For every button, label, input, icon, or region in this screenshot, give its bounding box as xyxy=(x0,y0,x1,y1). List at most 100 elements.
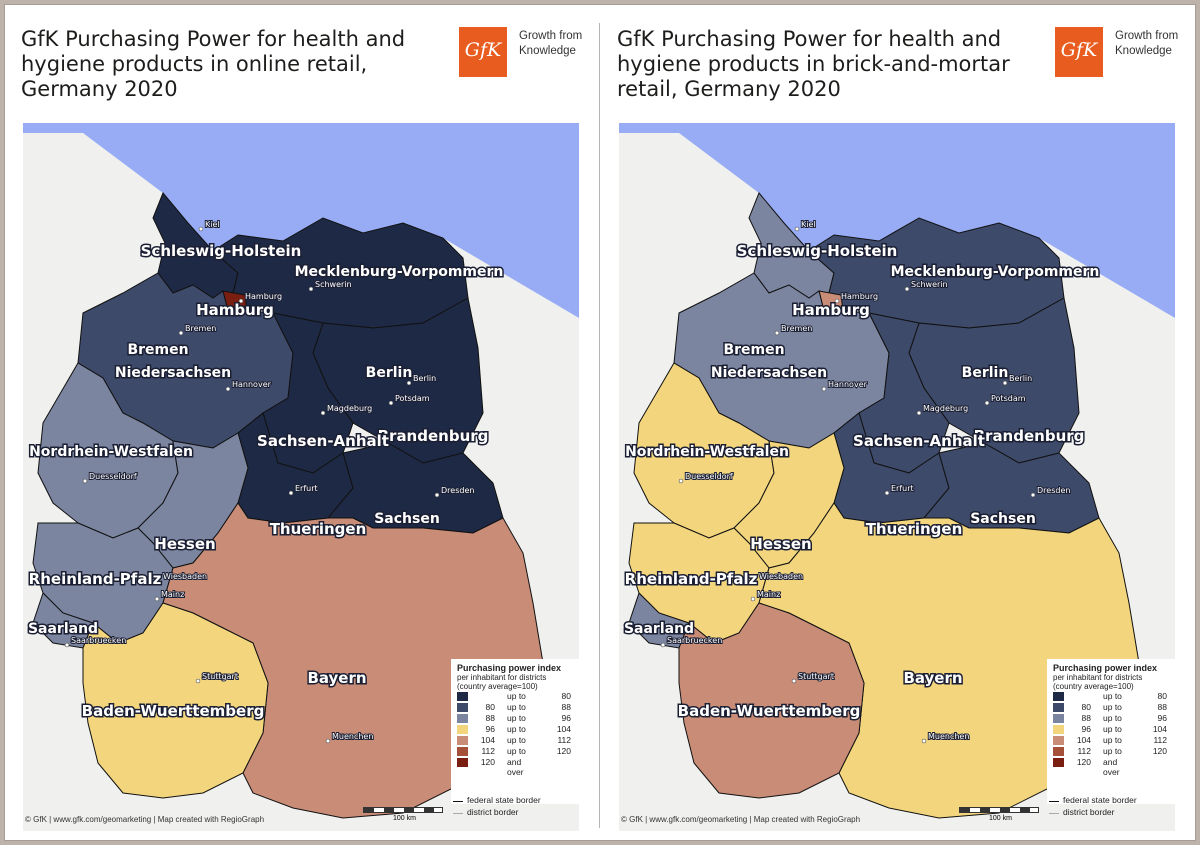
federal-state-border-key: federal state border xyxy=(451,795,541,807)
city-dot xyxy=(774,330,780,336)
sea-area xyxy=(619,123,1175,318)
legend-from: 88 xyxy=(485,713,495,723)
legend-from: 120 xyxy=(1076,757,1091,767)
city-dot xyxy=(406,380,412,386)
legend-swatch xyxy=(1053,736,1064,745)
city-label: Schwerin xyxy=(315,280,352,289)
legend-mid: up to xyxy=(1103,691,1122,701)
state-label: Bremen xyxy=(127,342,188,358)
city-dot xyxy=(82,478,88,484)
legend-mid: up to xyxy=(507,746,526,756)
logo-tagline: Growth from Knowledge xyxy=(519,30,583,57)
legend-from: 88 xyxy=(1081,713,1091,723)
legend-swatch xyxy=(1053,758,1064,767)
map-panel-brick-and-mortar: GfK Purchasing Power for health and hygi… xyxy=(601,5,1195,840)
scale-label: 100 km xyxy=(393,815,416,822)
city-label: Erfurt xyxy=(295,484,318,493)
legend-swatch xyxy=(1053,725,1064,734)
state-label: Mecklenburg-Vorpommern xyxy=(295,264,504,280)
city-dot xyxy=(916,410,922,416)
city-label: Kiel xyxy=(205,220,220,229)
state-label: Bayern xyxy=(307,669,366,687)
city-label: Stuttgart xyxy=(202,672,238,681)
legend-from: 120 xyxy=(480,757,495,767)
city-dot xyxy=(64,642,70,648)
city-label: Duesseldorf xyxy=(89,472,137,481)
logo-tagline: Growth from Knowledge xyxy=(1115,30,1179,57)
city-label: Erfurt xyxy=(891,484,914,493)
state-label: Nordrhein-Westfalen xyxy=(625,444,789,460)
city-label: Dresden xyxy=(441,486,474,495)
city-dot xyxy=(750,596,756,602)
city-dot xyxy=(678,478,684,484)
legend-to: 104 xyxy=(556,724,571,734)
legend-mid: up to xyxy=(507,713,526,723)
legend-to: 96 xyxy=(1157,713,1167,723)
legend-swatch xyxy=(457,703,468,712)
state-label: Bremen xyxy=(723,342,784,358)
city-dot xyxy=(195,678,201,684)
state-label: Thueringen xyxy=(866,520,963,538)
sea-area xyxy=(23,123,579,318)
city-dot xyxy=(791,678,797,684)
state-label: Rheinland-Pfalz xyxy=(29,570,162,588)
district-border-key: district border xyxy=(451,807,541,819)
city-dot xyxy=(1030,492,1036,498)
legend-to: 80 xyxy=(561,691,571,701)
city-label: Hamburg xyxy=(245,292,282,301)
city-label: Potsdam xyxy=(395,394,430,403)
legend-swatch xyxy=(457,747,468,756)
state-label: Nordrhein-Westfalen xyxy=(29,444,193,460)
city-dot xyxy=(884,490,890,496)
scale-bar: 100 km xyxy=(959,807,1049,827)
legend-row: 80 up to 88 xyxy=(1053,702,1175,713)
legend-mid: and over xyxy=(1103,757,1120,777)
legend-from: 104 xyxy=(1076,735,1091,745)
legend-from: 96 xyxy=(1081,724,1091,734)
legend-swatch xyxy=(457,692,468,701)
border-legend: federal state border district border xyxy=(451,795,541,819)
legend-row: 120 and over xyxy=(457,757,579,777)
legend-to: 80 xyxy=(1157,691,1167,701)
city-label: Hamburg xyxy=(841,292,878,301)
legend-mid: up to xyxy=(1103,735,1122,745)
city-label: Bremen xyxy=(185,324,216,333)
state-label: Berlin xyxy=(366,365,413,381)
legend-swatch xyxy=(1053,714,1064,723)
state-label: Saarland xyxy=(28,621,98,637)
legend-row: 112 up to 120 xyxy=(1053,746,1175,757)
choropleth-map: Kiel Hamburg Schwerin Bremen Hannover Berlin P… xyxy=(23,123,579,831)
city-dot xyxy=(320,410,326,416)
legend-title: Purchasing power index xyxy=(1053,663,1158,673)
legend-mid: up to xyxy=(1103,702,1122,712)
city-dot xyxy=(921,738,927,744)
city-dot xyxy=(434,492,440,498)
logo-text: GfK xyxy=(464,39,502,61)
city-label: Schwerin xyxy=(911,280,948,289)
state-label: Berlin xyxy=(962,365,1009,381)
legend-title: Purchasing power index xyxy=(457,663,562,673)
legend-row: 104 up to 112 xyxy=(457,735,579,746)
city-label: Saarbruecken xyxy=(71,636,126,645)
legend-swatch xyxy=(1053,692,1064,701)
legend-to: 120 xyxy=(1152,746,1167,756)
map-title: GfK Purchasing Power for health and hygi… xyxy=(21,27,406,101)
city-dot xyxy=(660,642,666,648)
legend-subtitle-1: per inhabitant for districts xyxy=(1053,673,1143,682)
state-label: Hessen xyxy=(750,535,811,553)
city-label: Duesseldorf xyxy=(685,472,733,481)
federal-state-border-key: federal state border xyxy=(1047,795,1137,807)
state-label: Niedersachsen xyxy=(711,365,827,381)
city-dot xyxy=(308,286,314,292)
city-dot xyxy=(984,400,990,406)
logo-text: GfK xyxy=(1060,39,1098,61)
map-legend: Purchasing power index per inhabitant fo… xyxy=(451,659,585,804)
page-frame: GfK Purchasing Power for health and hygi… xyxy=(4,4,1196,841)
city-dot xyxy=(238,298,244,304)
legend-from: 96 xyxy=(485,724,495,734)
city-label: Saarbruecken xyxy=(667,636,722,645)
legend-mid: up to xyxy=(507,691,526,701)
legend-row: 96 up to 104 xyxy=(1053,724,1175,735)
germany-map: Kiel Hamburg Schwerin Bremen Hannover Berlin P… xyxy=(23,123,579,831)
city-label: Hannover xyxy=(828,380,868,389)
